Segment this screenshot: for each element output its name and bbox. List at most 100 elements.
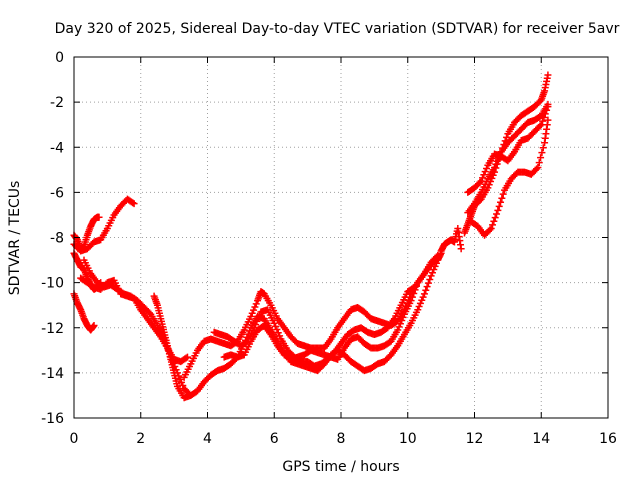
x-tick-label: 8 [337, 431, 346, 447]
data-point-marker [538, 149, 546, 157]
x-tick-label: 16 [599, 431, 617, 447]
data-point-marker [399, 313, 407, 321]
data-point-marker [416, 299, 424, 307]
data-point-marker [250, 306, 258, 314]
data-point-marker [179, 382, 187, 390]
y-tick-label: -14 [41, 366, 64, 382]
data-point-marker [254, 314, 262, 322]
data-point-marker [270, 319, 278, 327]
data-point-marker [493, 210, 501, 218]
data-point-marker [177, 378, 185, 386]
data-point-marker [537, 154, 545, 162]
data-point-marker [422, 286, 430, 294]
x-axis-ticks: 0 2 4 6 8 10 12 14 16 [70, 57, 617, 447]
data-point-marker [176, 375, 184, 383]
data-point-marker [492, 160, 500, 168]
data-point-marker [491, 214, 499, 222]
x-axis-label: GPS time / hours [282, 459, 399, 475]
data-point-marker [130, 200, 138, 208]
data-point-marker [541, 110, 549, 118]
data-point-marker [533, 165, 541, 173]
data-point-marker [95, 213, 103, 221]
data-point-marker [494, 206, 502, 214]
data-point-marker [411, 286, 419, 294]
data-point-marker [479, 174, 487, 182]
data-point-marker [493, 157, 501, 165]
data-point-marker [490, 217, 498, 225]
data-point-marker [253, 317, 261, 325]
data-point-marker [423, 283, 431, 291]
y-tick-label: -12 [41, 321, 64, 337]
x-tick-label: 0 [70, 431, 79, 447]
data-point-marker [145, 309, 153, 317]
data-point-marker [415, 303, 423, 311]
data-point-marker [484, 184, 492, 192]
data-point-marker [276, 332, 284, 340]
x-tick-label: 14 [532, 431, 550, 447]
data-point-marker [398, 317, 406, 325]
data-point-marker [408, 293, 416, 301]
data-point-marker [457, 245, 465, 253]
data-point-marker [432, 255, 440, 263]
data-point-marker [539, 144, 547, 152]
data-point-marker [183, 353, 191, 361]
data-point-marker [486, 226, 494, 234]
data-point-marker [477, 177, 485, 185]
chart-title: Day 320 of 2025, Sidereal Day-to-day VTE… [55, 21, 620, 37]
data-point-marker [252, 300, 260, 308]
data-point-marker [90, 321, 98, 329]
data-point-marker [394, 326, 402, 334]
data-point-marker [498, 194, 506, 202]
data-point-marker [536, 122, 544, 130]
data-point-marker [544, 116, 552, 124]
data-point-marker [544, 103, 552, 111]
data-point-marker [499, 190, 507, 198]
data-point-marker [420, 290, 428, 298]
data-point-marker [537, 121, 545, 129]
data-point-marker [483, 164, 491, 172]
data-point-marker [427, 272, 435, 280]
data-point-marker [430, 266, 438, 274]
data-point-marker [489, 221, 497, 229]
y-tick-label: 0 [55, 50, 64, 66]
data-point-marker [424, 279, 432, 287]
data-point-marker [182, 354, 190, 362]
data-point-marker [251, 303, 259, 311]
data-point-marker [414, 306, 422, 314]
data-point-marker [540, 113, 548, 121]
data-point-marker [247, 312, 255, 320]
data-point-marker [407, 297, 415, 305]
data-point-marker [419, 293, 427, 301]
data-point-marker [497, 198, 505, 206]
x-tick-label: 6 [270, 431, 279, 447]
y-tick-label: -2 [50, 95, 64, 111]
data-point-marker [434, 254, 442, 262]
x-tick-label: 10 [399, 431, 417, 447]
data-point-marker [273, 326, 281, 334]
data-point-marker [543, 106, 551, 114]
data-point-marker [274, 329, 282, 337]
data-point-marker [491, 164, 499, 172]
data-point-marker [544, 71, 552, 79]
data-point-marker [487, 224, 495, 232]
grid-lines [74, 57, 608, 418]
y-tick-label: -6 [50, 185, 64, 201]
data-point-marker [428, 269, 436, 277]
data-point-marker [395, 323, 403, 331]
data-points [70, 71, 552, 402]
y-tick-label: -10 [41, 276, 64, 292]
data-point-marker [410, 289, 418, 297]
data-point-marker [418, 296, 426, 304]
data-point-marker [539, 117, 547, 125]
data-point-marker [535, 159, 543, 167]
y-tick-label: -8 [50, 231, 64, 247]
x-tick-label: 2 [136, 431, 145, 447]
data-point-marker [481, 168, 489, 176]
data-point-marker [187, 391, 195, 399]
data-point-marker [252, 321, 260, 329]
x-tick-label: 4 [203, 431, 212, 447]
y-tick-label: -16 [41, 411, 64, 427]
y-axis-label: SDTVAR / TECUs [7, 181, 23, 296]
data-point-marker [256, 311, 264, 319]
